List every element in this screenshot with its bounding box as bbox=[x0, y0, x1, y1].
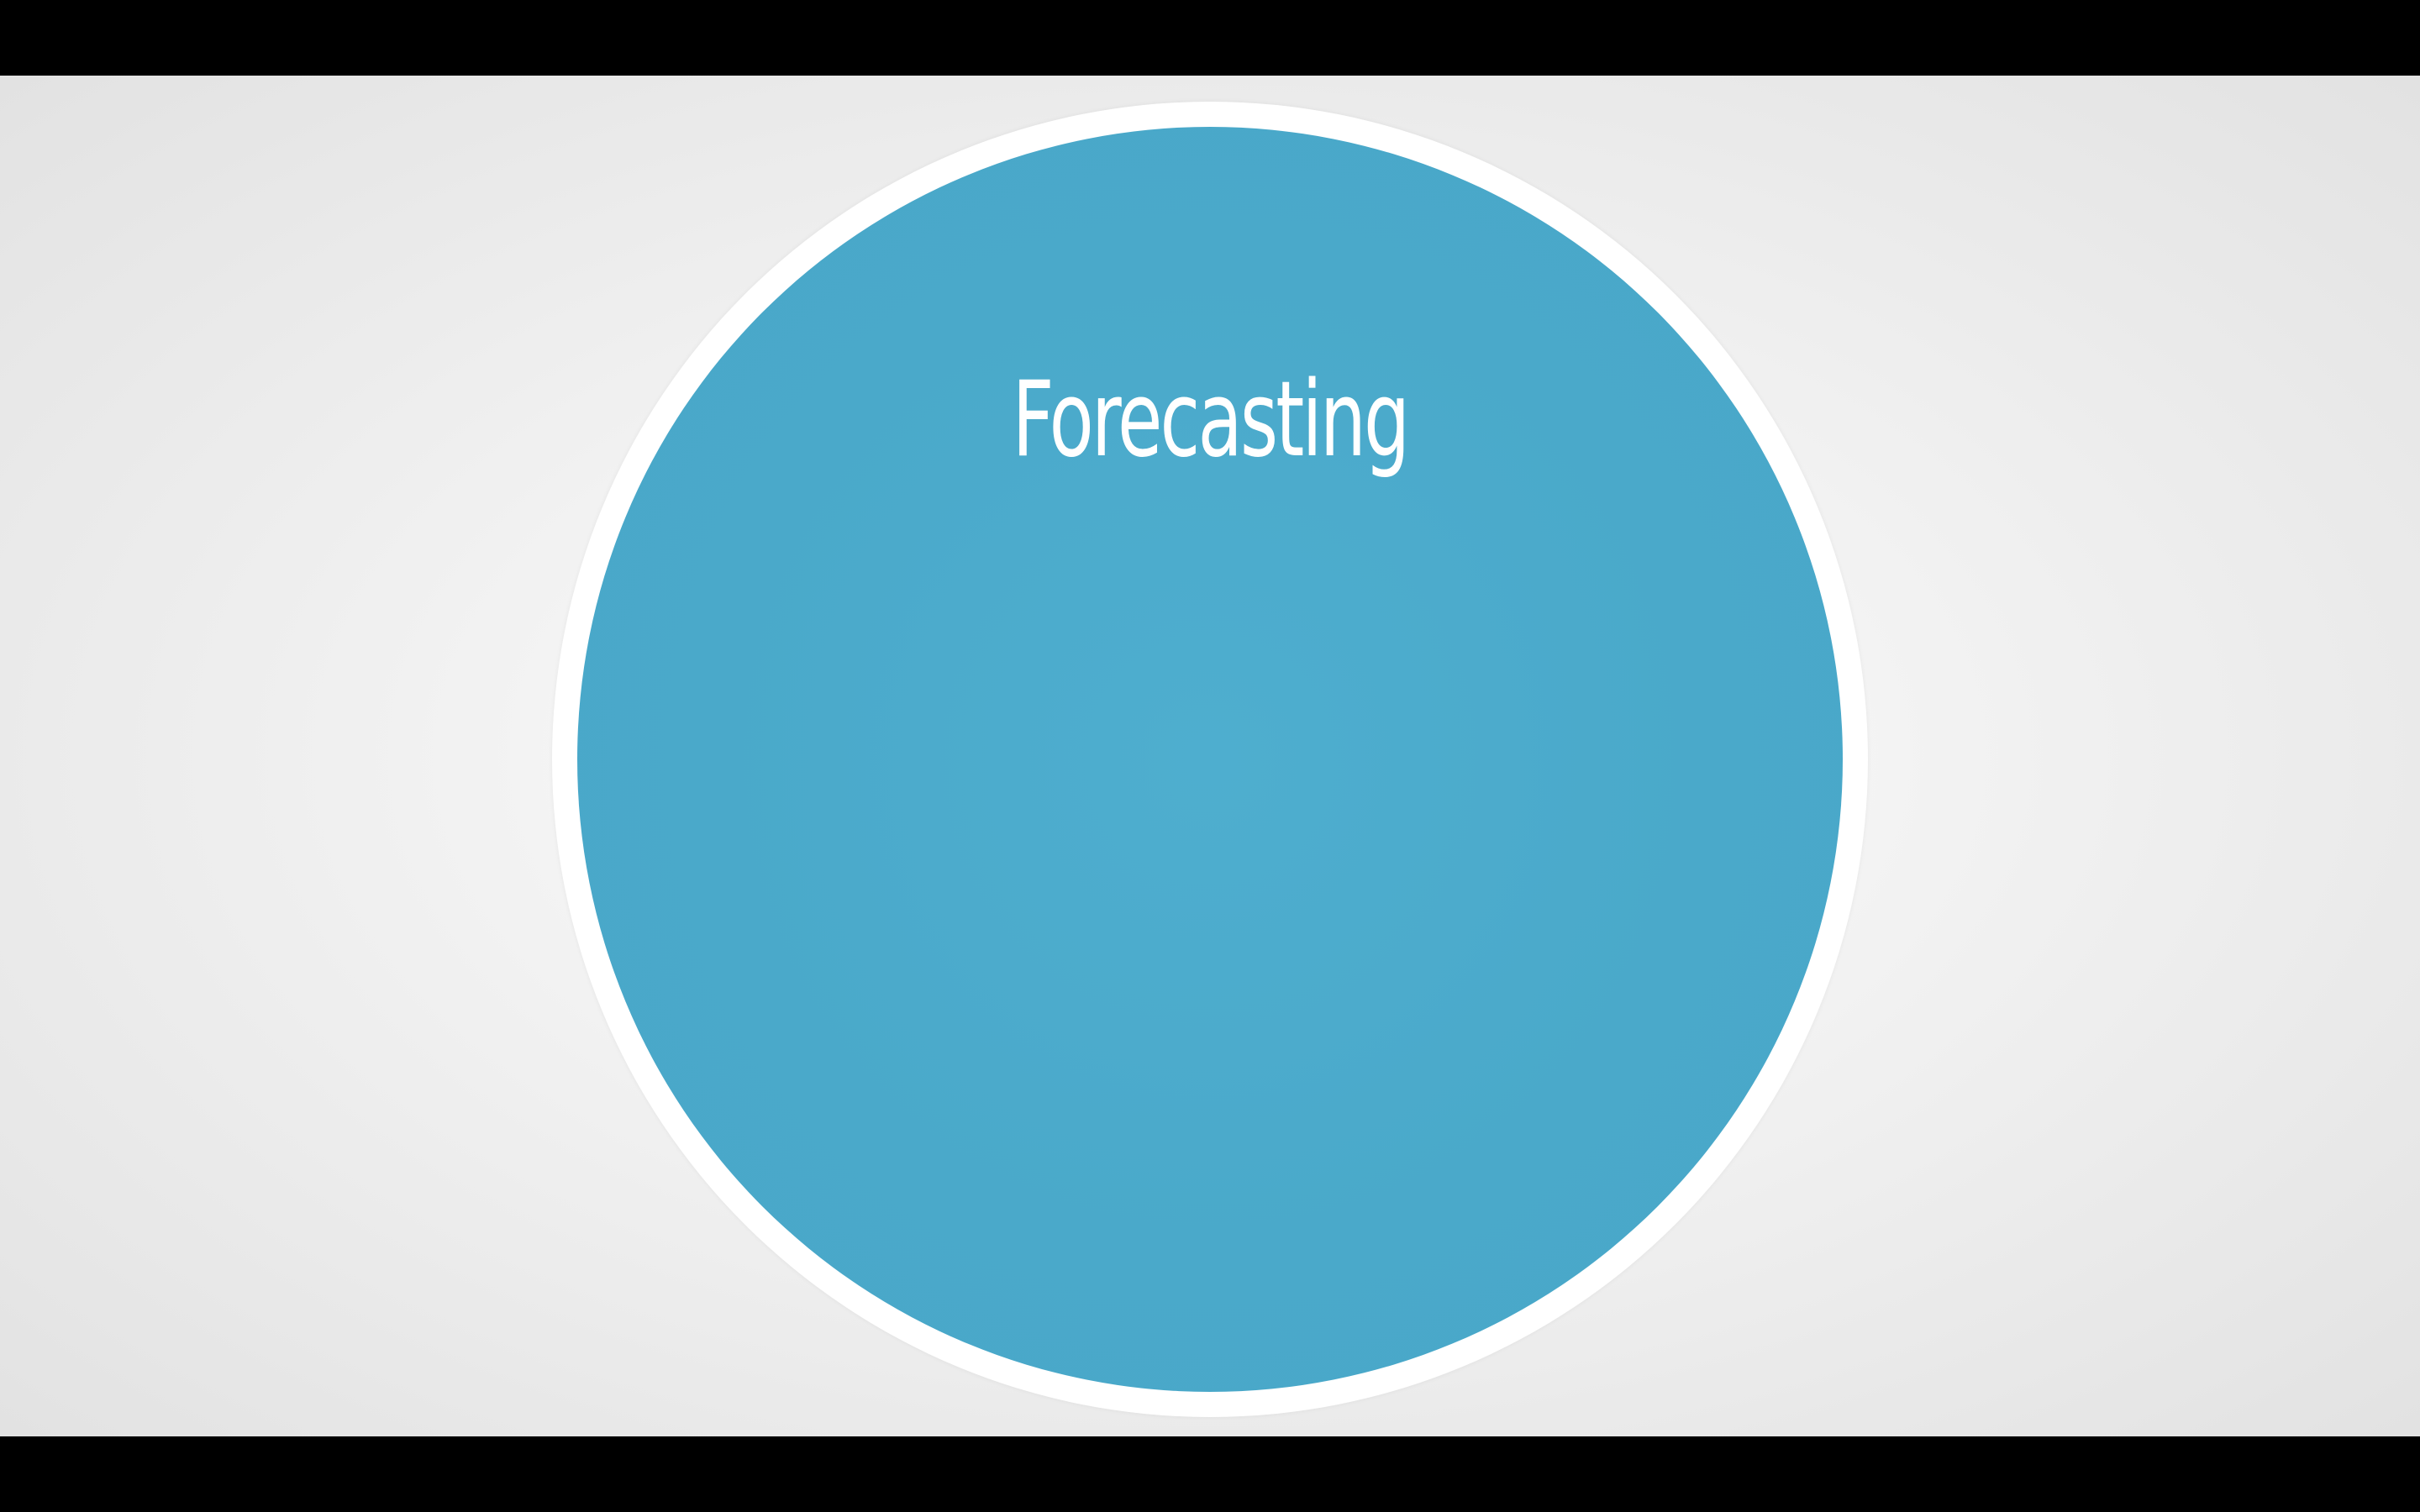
letterbox-top-bar bbox=[0, 0, 2420, 76]
circle-outline bbox=[552, 102, 1868, 1417]
slide-title: Forecasting bbox=[1012, 360, 1411, 480]
letterbox-bottom-bar bbox=[0, 1436, 2420, 1512]
blue-circle bbox=[577, 127, 1843, 1392]
presentation-slide: Forecasting bbox=[0, 76, 2420, 1436]
